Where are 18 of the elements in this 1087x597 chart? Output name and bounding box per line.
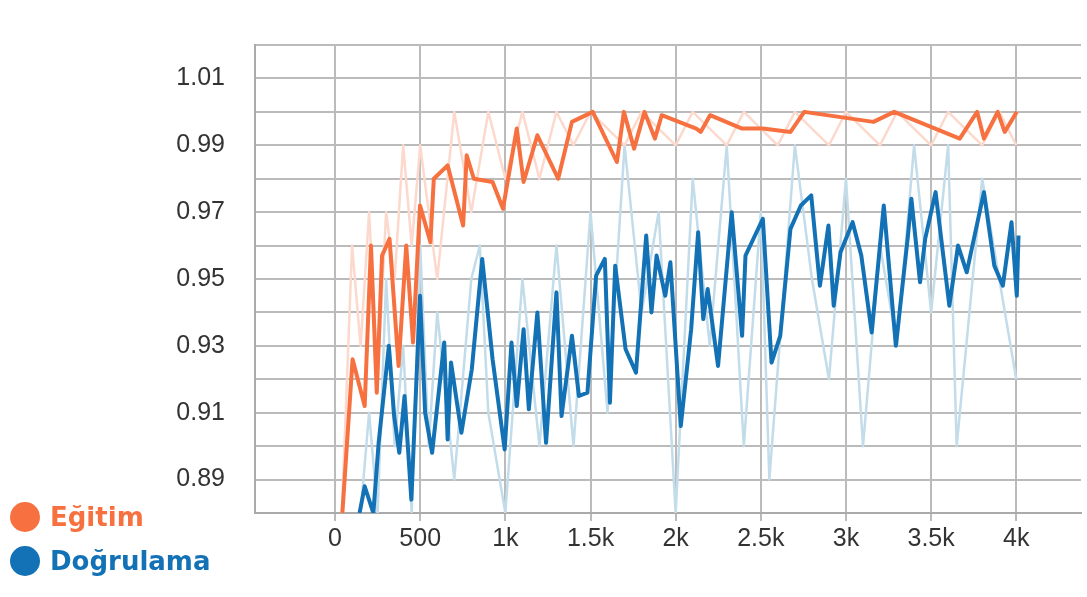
y-tick-label: 0.99 bbox=[176, 129, 225, 158]
x-tick-label: 3k bbox=[832, 522, 860, 551]
y-tick-label: 0.95 bbox=[176, 262, 225, 291]
x-tick-label: 4k bbox=[1003, 522, 1030, 551]
legend-label: Doğrulama bbox=[50, 546, 211, 576]
x-tick-label: 1.5k bbox=[566, 522, 615, 551]
x-tick-label: 2k bbox=[662, 522, 690, 551]
y-tick-label: 0.93 bbox=[176, 329, 225, 358]
y-tick-label: 0.97 bbox=[176, 196, 225, 225]
x-tick-label: 1k bbox=[492, 522, 520, 551]
x-tick-label: 2.5k bbox=[737, 522, 785, 551]
x-tick-label: 0 bbox=[328, 522, 342, 551]
legend-label: Eğitim bbox=[50, 502, 144, 532]
y-tick-label: 0.91 bbox=[176, 396, 225, 425]
x-tick-label: 500 bbox=[399, 522, 442, 551]
y-tick-label: 1.01 bbox=[176, 62, 225, 91]
y-tick-label: 0.89 bbox=[176, 463, 225, 492]
x-tick-label: 3.5k bbox=[907, 522, 956, 551]
